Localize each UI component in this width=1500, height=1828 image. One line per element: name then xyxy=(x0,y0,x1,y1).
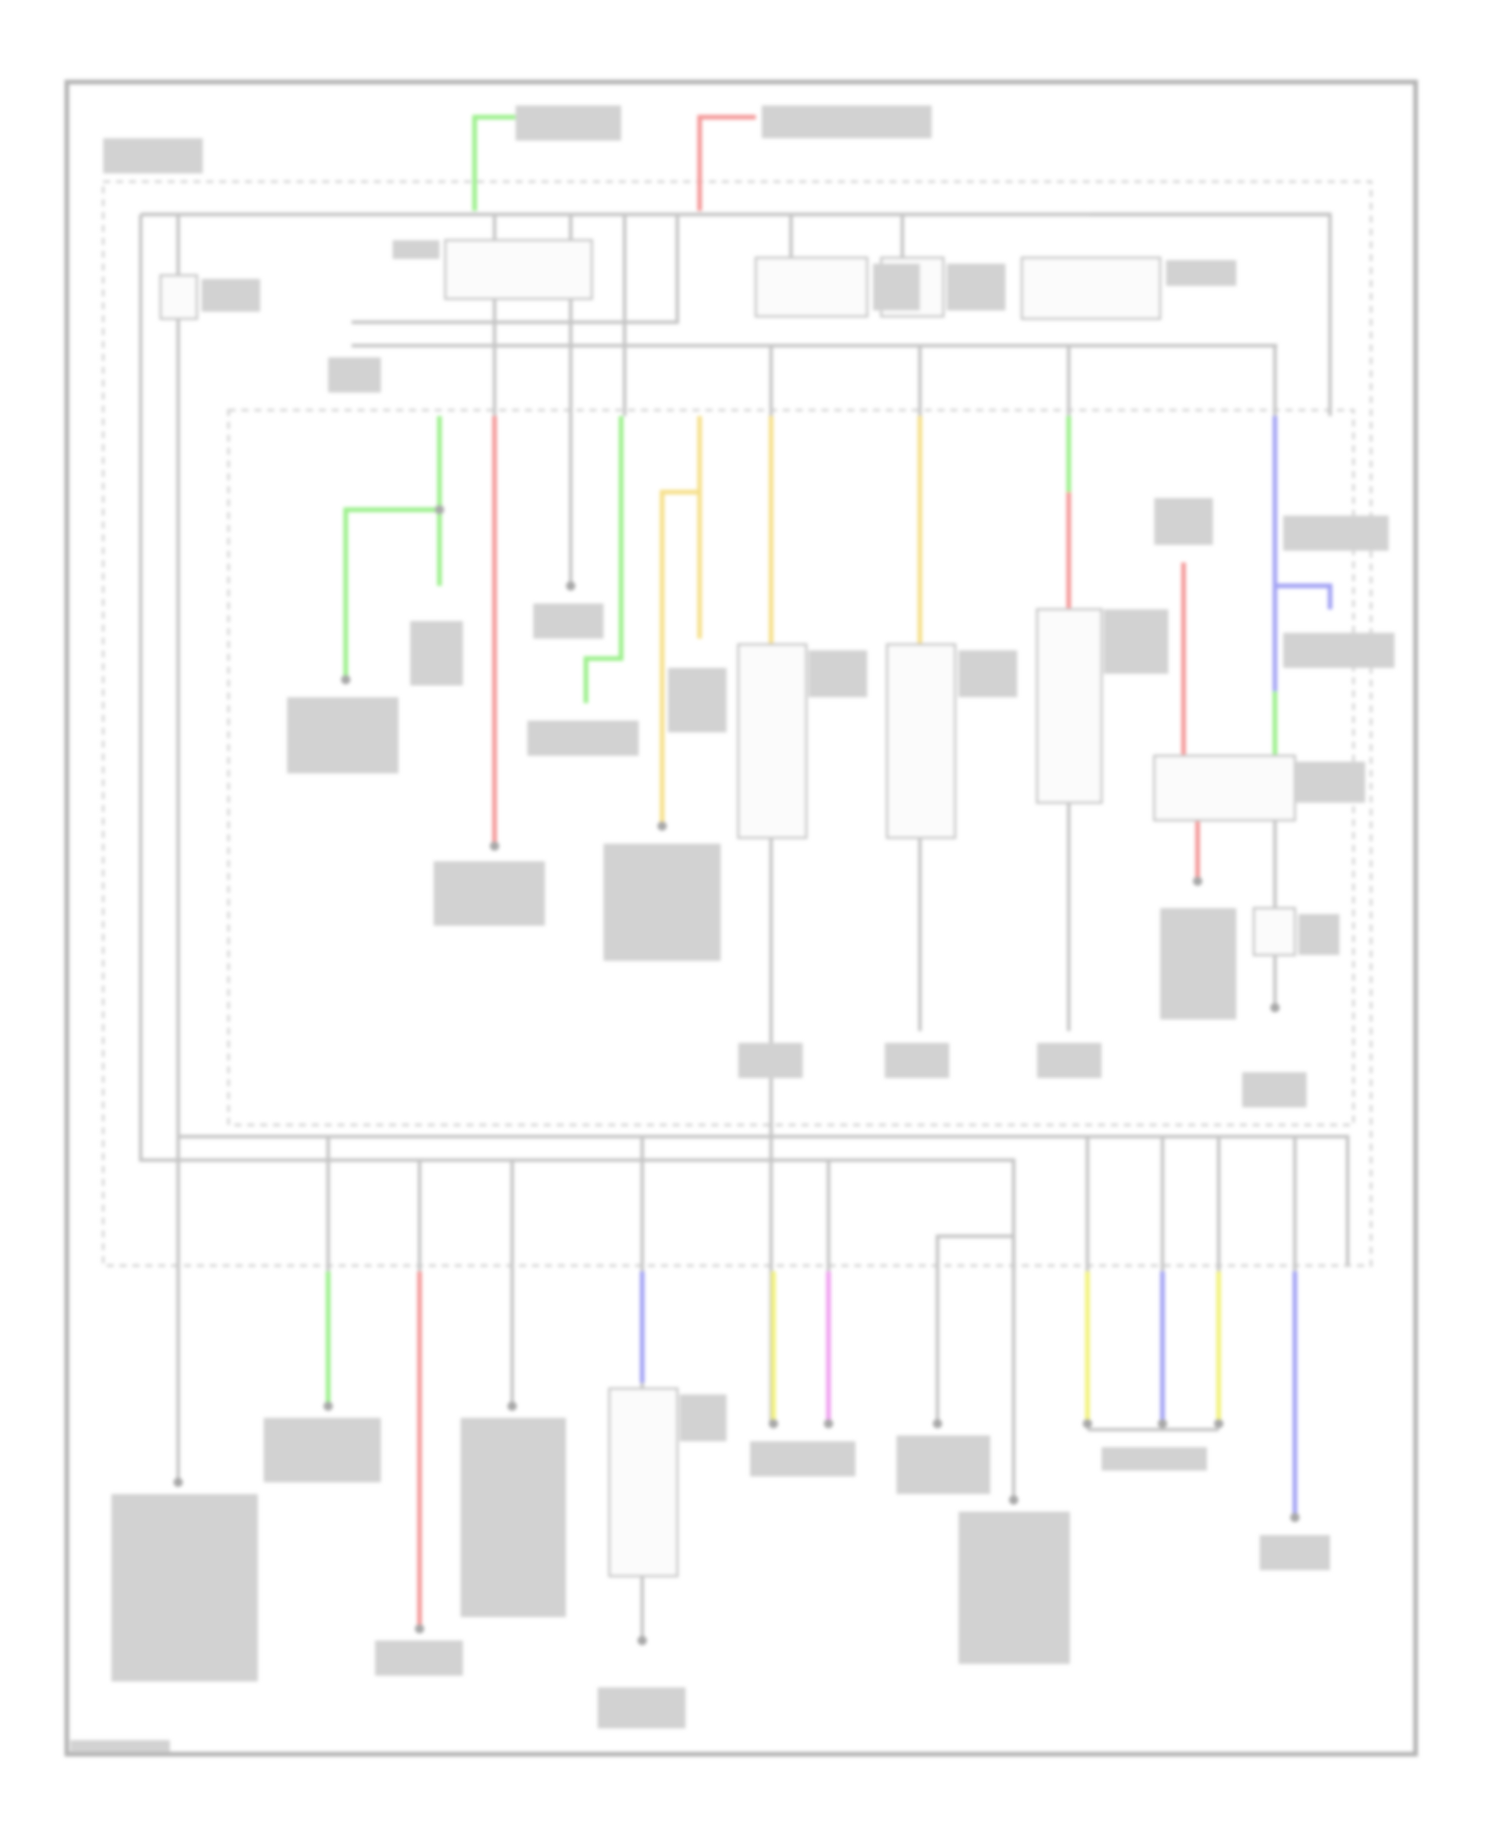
connection-dot xyxy=(932,1419,943,1429)
illegible-label xyxy=(201,278,261,312)
illegible-label xyxy=(1101,1447,1207,1471)
connection-dot xyxy=(489,841,500,851)
illegible-label xyxy=(958,650,1018,698)
connection-dot xyxy=(823,1419,834,1429)
connection-dot xyxy=(1157,1419,1168,1429)
illegible-label xyxy=(738,1042,803,1079)
connection-dot xyxy=(507,1401,517,1411)
illegible-label xyxy=(750,1441,856,1477)
bus-wire xyxy=(178,1134,1350,1266)
green-wire xyxy=(472,114,516,211)
illegible-label xyxy=(761,105,932,139)
illegible-label xyxy=(873,263,920,311)
connection-dot xyxy=(1008,1495,1019,1505)
connection-dot xyxy=(768,1419,779,1429)
bus-wire xyxy=(138,214,1016,1272)
illegible-label xyxy=(533,603,604,639)
connection-dot xyxy=(173,1477,183,1488)
illegible-label xyxy=(896,1435,991,1495)
connection-dot xyxy=(1082,1419,1093,1429)
illegible-label xyxy=(375,1640,463,1676)
connection-dot xyxy=(566,581,576,591)
connection-dot xyxy=(414,1624,425,1634)
illegible-label xyxy=(515,105,622,141)
connection-dot xyxy=(1270,1003,1280,1013)
illegible-label xyxy=(410,621,463,686)
illegible-label xyxy=(1294,761,1366,803)
illegible-label xyxy=(1154,498,1213,545)
component-box xyxy=(444,239,593,300)
illegible-label xyxy=(263,1417,381,1483)
connection-dot xyxy=(637,1635,647,1646)
connection-dot xyxy=(1192,876,1203,886)
bus-wire xyxy=(935,1234,1016,1500)
bus-wire xyxy=(351,214,680,325)
illegible-label xyxy=(679,1394,727,1442)
connection-points xyxy=(173,505,1300,1646)
illegible-label xyxy=(287,697,399,774)
connection-dot xyxy=(1290,1512,1300,1523)
illegible-label xyxy=(1298,914,1340,956)
component-box xyxy=(1153,754,1297,822)
green-wire xyxy=(583,415,624,704)
illegible-label xyxy=(1165,260,1237,286)
illegible-label xyxy=(958,1511,1070,1664)
illegible-label xyxy=(328,357,381,393)
component-box xyxy=(1035,608,1103,804)
component-box xyxy=(608,1387,679,1578)
illegible-label xyxy=(70,1740,170,1752)
illegible-label xyxy=(667,667,727,733)
yellow-wire xyxy=(659,489,700,827)
illegible-label xyxy=(111,1494,258,1682)
illegible-label xyxy=(1259,1535,1331,1571)
colored-wires xyxy=(325,114,1333,1629)
illegible-label xyxy=(1103,609,1169,674)
module-boundary-outer xyxy=(101,180,1373,1267)
component-box xyxy=(1252,906,1297,957)
illegible-label xyxy=(946,263,1006,311)
illegible-label xyxy=(433,861,545,926)
red-wire xyxy=(697,114,756,211)
illegible-label xyxy=(603,843,721,961)
blue-wire xyxy=(1274,583,1333,610)
illegible-label xyxy=(1160,908,1237,1020)
component-box xyxy=(754,256,869,318)
connection-dot xyxy=(657,821,667,831)
component-box xyxy=(737,643,808,840)
connection-dot xyxy=(1214,1419,1224,1429)
connection-dot xyxy=(341,674,351,685)
component-box xyxy=(885,643,957,840)
component-box xyxy=(159,274,199,320)
illegible-label xyxy=(392,240,440,259)
connection-dot xyxy=(323,1401,333,1411)
illegible-label xyxy=(460,1417,567,1618)
illegible-label xyxy=(808,650,868,698)
diagram-frame xyxy=(64,79,1418,1757)
illegible-label xyxy=(1283,632,1395,668)
illegible-labels xyxy=(70,105,1395,1752)
illegible-label xyxy=(1242,1072,1307,1108)
component-box xyxy=(1020,256,1162,320)
illegible-label xyxy=(103,138,203,174)
illegible-label xyxy=(1037,1042,1102,1079)
connection-dot xyxy=(434,505,445,515)
illegible-label xyxy=(597,1687,686,1729)
components xyxy=(159,239,1297,1578)
illegible-label xyxy=(527,720,639,756)
green-wire xyxy=(343,415,442,680)
illegible-label xyxy=(1283,515,1389,551)
illegible-label xyxy=(884,1042,950,1079)
